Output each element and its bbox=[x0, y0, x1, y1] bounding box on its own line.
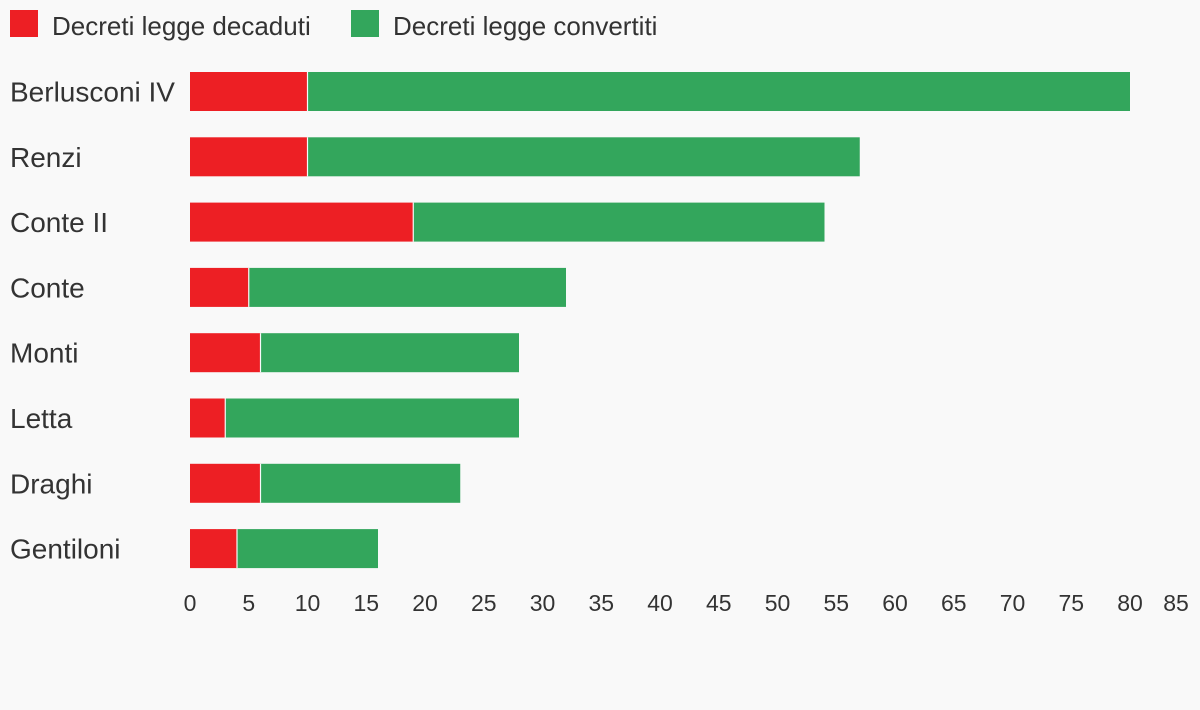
bar-convertiti bbox=[307, 137, 860, 177]
bar-convertiti bbox=[413, 202, 825, 242]
bar-convertiti bbox=[237, 529, 378, 569]
x-tick-label: 60 bbox=[882, 590, 908, 616]
bar-decaduti bbox=[190, 463, 261, 503]
bar-decaduti bbox=[190, 333, 261, 373]
x-tick-label: 15 bbox=[353, 590, 379, 616]
x-tick-label: 75 bbox=[1058, 590, 1084, 616]
category-label: Monti bbox=[10, 338, 78, 369]
category-labels: Berlusconi IV Renzi Conte II Conte Monti Lett… bbox=[10, 77, 175, 565]
bar-decaduti bbox=[190, 202, 414, 242]
bars bbox=[190, 72, 1130, 569]
legend: Decreti legge decaduti Decreti legge con… bbox=[10, 10, 657, 41]
category-label: Renzi bbox=[10, 142, 82, 173]
x-tick-label: 20 bbox=[412, 590, 438, 616]
bar-decaduti bbox=[190, 72, 308, 111]
x-tick-label: 35 bbox=[588, 590, 614, 616]
bar-convertiti bbox=[260, 333, 519, 373]
x-tick-label: 30 bbox=[530, 590, 556, 616]
x-tick-label: 25 bbox=[471, 590, 497, 616]
category-label: Conte bbox=[10, 272, 85, 303]
bar-convertiti bbox=[248, 267, 566, 307]
category-label: Letta bbox=[10, 403, 73, 434]
legend-swatch-convertiti bbox=[351, 10, 379, 37]
category-label: Draghi bbox=[10, 468, 92, 499]
legend-label-decaduti: Decreti legge decaduti bbox=[52, 11, 311, 41]
x-tick-label: 5 bbox=[242, 590, 255, 616]
x-tick-label: 70 bbox=[1000, 590, 1026, 616]
bar-convertiti bbox=[260, 463, 461, 503]
x-tick-label: 0 bbox=[184, 590, 197, 616]
x-tick-label: 50 bbox=[765, 590, 791, 616]
x-tick-label: 45 bbox=[706, 590, 732, 616]
x-axis-ticks: 0 5 10 15 20 25 30 35 40 45 50 55 60 65 70 75 80 85 bbox=[184, 590, 1189, 616]
x-tick-label: 40 bbox=[647, 590, 673, 616]
x-tick-label: 80 bbox=[1117, 590, 1143, 616]
bar-convertiti bbox=[307, 72, 1130, 111]
bar-decaduti bbox=[190, 529, 237, 569]
category-label: Berlusconi IV bbox=[10, 77, 175, 108]
bar-decaduti bbox=[190, 267, 249, 307]
x-tick-label: 85 bbox=[1163, 590, 1189, 616]
category-label: Gentiloni bbox=[10, 534, 121, 565]
legend-label-convertiti: Decreti legge convertiti bbox=[393, 11, 657, 41]
x-tick-label: 10 bbox=[295, 590, 321, 616]
legend-swatch-decaduti bbox=[10, 10, 38, 37]
bar-decaduti bbox=[190, 137, 308, 177]
x-tick-label: 55 bbox=[823, 590, 849, 616]
bar-convertiti bbox=[225, 398, 519, 438]
x-tick-label: 65 bbox=[941, 590, 967, 616]
bar-decaduti bbox=[190, 398, 226, 438]
category-label: Conte II bbox=[10, 207, 108, 238]
